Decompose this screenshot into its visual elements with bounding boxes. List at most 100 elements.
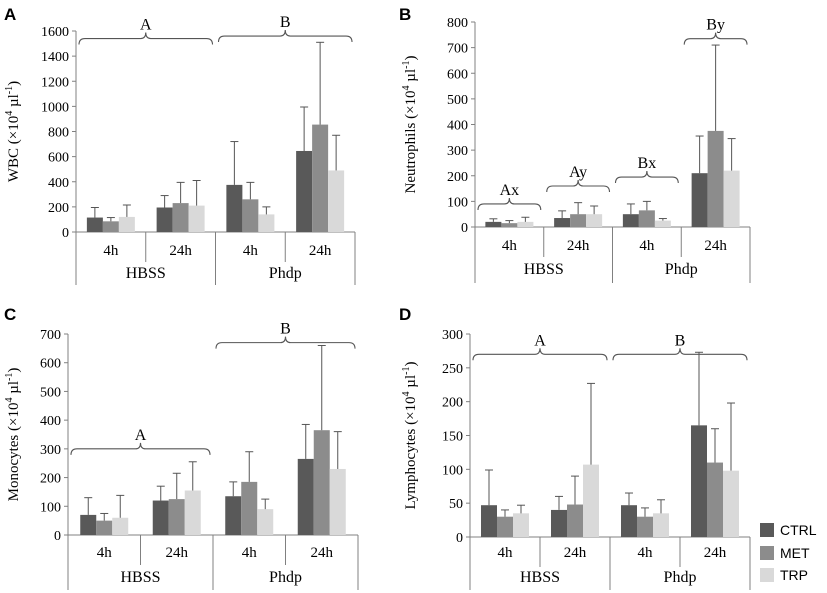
y-tick-label: 200 xyxy=(48,201,69,216)
legend-swatch-ctrl xyxy=(760,523,774,537)
significance-label: A xyxy=(140,17,152,34)
y-tick-label: 250 xyxy=(442,362,463,377)
bar-met xyxy=(497,516,513,537)
significance-bracket xyxy=(612,348,748,361)
bar-ctrl xyxy=(152,500,169,535)
y-axis-label-ylabel-mid: µl xyxy=(6,381,22,398)
y-tick-label: 600 xyxy=(447,67,468,82)
y-tick-label: 700 xyxy=(447,42,468,57)
category-label: 4h xyxy=(243,243,259,259)
y-axis-label-ylabel-end: ) xyxy=(403,56,419,61)
bar-ctrl xyxy=(296,150,313,232)
y-tick-label: 400 xyxy=(40,414,61,429)
group-label: Phdp xyxy=(269,569,302,586)
significance-label: By xyxy=(706,17,725,34)
bar-trp xyxy=(513,513,529,537)
y-tick-label: 300 xyxy=(40,443,61,458)
y-axis-label-ylabel-sup2: -1 xyxy=(4,86,15,94)
legend-label-met: MET xyxy=(780,545,810,561)
significance-bracket xyxy=(546,179,611,193)
bar-ctrl xyxy=(621,505,637,537)
y-tick-label: 200 xyxy=(447,170,468,185)
bar-met xyxy=(172,203,189,232)
significance-bracket xyxy=(215,336,356,349)
bar-met xyxy=(567,504,583,537)
bar-trp xyxy=(654,220,671,227)
category-label: 24h xyxy=(166,545,189,561)
legend-label-trp: TRP xyxy=(780,567,808,583)
panel-letter: B xyxy=(399,5,411,24)
bar-trp xyxy=(586,214,603,227)
y-axis-label: Neutrophils (×104 µl-1) xyxy=(401,56,419,194)
significance-label: A xyxy=(534,332,546,349)
bar-trp xyxy=(583,464,599,537)
bar-met xyxy=(313,430,330,535)
y-axis-label-ylabel-end: ) xyxy=(6,368,22,373)
group-label: HBSS xyxy=(524,261,564,278)
y-axis-label-ylabel-main: Lymphocytes (×10 xyxy=(403,396,419,509)
significance-bracket xyxy=(614,171,679,184)
category-label: 24h xyxy=(704,545,727,561)
y-axis-label-ylabel-end: ) xyxy=(6,81,22,86)
group-label: HBSS xyxy=(120,569,160,586)
y-tick-label: 1000 xyxy=(41,100,69,115)
y-axis-label-ylabel-end: ) xyxy=(403,362,419,367)
y-axis-label-ylabel-mid: µl xyxy=(6,94,22,111)
significance-bracket xyxy=(683,32,748,45)
y-tick-label: 400 xyxy=(48,176,69,191)
y-tick-label: 1200 xyxy=(41,75,69,90)
panel-letter: C xyxy=(4,305,16,324)
y-axis-label-ylabel-main: Neutrophils (×10 xyxy=(403,90,419,193)
bar-trp xyxy=(723,170,740,227)
y-tick-label: 100 xyxy=(40,500,61,515)
bar-trp xyxy=(328,170,345,232)
y-axis-label: Monocytes (×104 µl-1) xyxy=(4,368,22,502)
legend-label-ctrl: CTRL xyxy=(780,522,817,538)
legend: CTRL MET TRP xyxy=(760,522,817,583)
bar-met xyxy=(312,124,329,232)
legend-swatch-met xyxy=(760,546,774,560)
category-label: 24h xyxy=(564,545,587,561)
y-tick-label: 100 xyxy=(447,195,468,210)
significance-label: B xyxy=(280,321,291,338)
category-label: 24h xyxy=(704,238,727,254)
y-axis-label-ylabel-sup2: -1 xyxy=(4,373,15,381)
panel-c: C Monocytes (×104 µl-1) 0 100 200 300 400 500 60… xyxy=(4,305,359,590)
y-axis-label-ylabel-sup2: -1 xyxy=(401,367,412,375)
y-tick-label: 300 xyxy=(447,144,468,159)
y-tick-label: 150 xyxy=(442,430,463,445)
y-tick-label: 1600 xyxy=(41,25,69,40)
y-tick-label: 500 xyxy=(447,93,468,108)
category-label: 4h xyxy=(502,238,518,254)
category-label: 24h xyxy=(309,243,332,259)
significance-label: A xyxy=(135,427,147,444)
y-tick-label: 200 xyxy=(442,396,463,411)
panel-letter: D xyxy=(399,305,411,324)
bar-ctrl xyxy=(485,221,502,227)
y-tick-label: 0 xyxy=(54,529,61,544)
significance-bracket xyxy=(78,32,214,45)
bar-ctrl xyxy=(86,217,103,232)
significance-label: Bx xyxy=(638,155,657,172)
panel-d: D Lymphocytes (×104 µl-1) 0 50 100 150 200 250 3… xyxy=(399,305,751,590)
y-tick-label: 100 xyxy=(442,463,463,478)
bar-ctrl xyxy=(481,505,497,537)
significance-label: B xyxy=(675,332,686,349)
bar-met xyxy=(241,481,258,535)
y-axis-label-ylabel-main: WBC (×10 xyxy=(6,116,22,182)
bar-met xyxy=(96,520,113,535)
bar-met xyxy=(570,214,587,227)
group-label: Phdp xyxy=(269,265,302,282)
y-axis-label-ylabel-mid: µl xyxy=(403,69,419,86)
category-label: 4h xyxy=(242,545,258,561)
group-label: HBSS xyxy=(126,265,166,282)
bar-trp xyxy=(257,509,274,535)
significance-bracket xyxy=(477,197,542,210)
y-tick-label: 0 xyxy=(461,221,468,236)
bar-ctrl xyxy=(225,496,242,535)
bar-met xyxy=(707,130,724,227)
bar-trp xyxy=(118,216,135,232)
y-axis-label-ylabel-mid: µl xyxy=(403,375,419,392)
y-axis-label-ylabel-main: Monocytes (×10 xyxy=(6,403,22,502)
